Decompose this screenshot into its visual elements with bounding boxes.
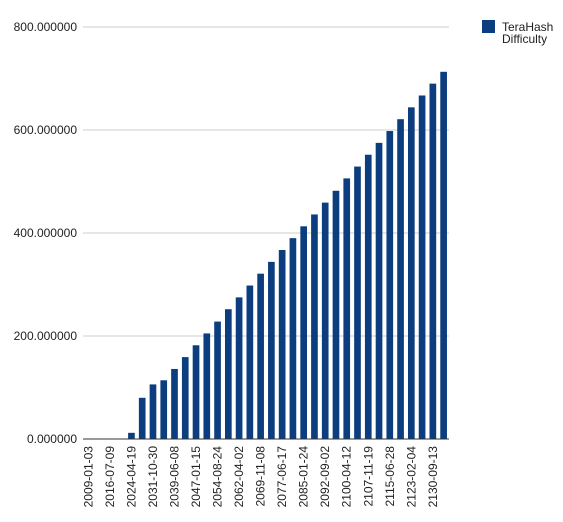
bar — [214, 321, 221, 439]
bar — [440, 71, 447, 440]
x-tick-label: 2054-08-24 — [211, 446, 225, 508]
bar — [192, 345, 200, 439]
bar — [364, 154, 372, 439]
y-tick-label: 800.000000 — [14, 20, 78, 34]
bar — [386, 131, 394, 439]
x-tick-label: 2077-06-17 — [275, 446, 289, 508]
legend-label-line-2: Difficulty — [502, 32, 547, 46]
x-tick-label: 2115-06-28 — [383, 446, 397, 507]
y-tick-label: 400.000000 — [14, 226, 78, 240]
x-tick-label: 2069-11-08 — [254, 446, 268, 507]
bar — [278, 249, 286, 439]
x-tick-label: 2024-04-19 — [124, 446, 138, 508]
bar — [343, 178, 351, 439]
x-tick-label: 2123-02-04 — [404, 446, 418, 508]
x-tick-labels: 2009-01-03 2016-07-09 2024-04-19 2031-10-30… — [81, 446, 439, 508]
x-tick-label: 2130-09-13 — [426, 446, 440, 508]
bar — [375, 142, 383, 439]
bar — [300, 226, 308, 439]
bar — [160, 380, 168, 439]
bar — [128, 432, 135, 439]
gridlines — [83, 26, 449, 337]
x-tick-label: 2085-01-24 — [297, 446, 311, 508]
x-tick-label: 2107-11-19 — [361, 446, 375, 507]
y-tick-label: 600.000000 — [14, 123, 78, 137]
bar — [407, 107, 415, 439]
bar — [268, 261, 275, 439]
x-tick-label: 2016-07-09 — [103, 446, 117, 508]
bar — [224, 309, 232, 439]
bar — [257, 273, 264, 439]
bar — [418, 95, 426, 440]
legend-label-line-1: TeraHash — [502, 20, 553, 34]
legend-label: TeraHash Difficulty — [502, 20, 557, 46]
bar — [235, 297, 243, 439]
x-tick-label: 2092-09-02 — [318, 446, 332, 508]
bar — [311, 214, 318, 439]
x-tick-label: 2100-04-12 — [340, 446, 354, 508]
y-tick-labels: 0.000000 200.000000 400.000000 600.000000 80… — [14, 20, 78, 446]
bar — [321, 202, 329, 439]
x-tick-label: 2047-01-15 — [189, 446, 203, 508]
bar — [246, 285, 254, 439]
bar — [138, 397, 146, 439]
x-tick-label: 2062-04-02 — [232, 446, 246, 508]
bars — [128, 71, 447, 440]
y-tick-label: 200.000000 — [14, 329, 78, 343]
bar — [171, 368, 178, 439]
bar — [181, 357, 189, 439]
y-tick-label: 0.000000 — [27, 432, 77, 446]
bar — [149, 384, 157, 439]
bar — [397, 119, 404, 439]
bar — [203, 333, 211, 439]
bar — [354, 166, 361, 439]
bar — [289, 238, 297, 439]
x-tick-label: 2039-06-08 — [168, 446, 182, 508]
bar — [429, 83, 437, 440]
legend: TeraHash Difficulty — [482, 20, 557, 46]
bar — [332, 190, 340, 439]
x-tick-label: 2031-10-30 — [146, 446, 160, 508]
legend-swatch — [482, 20, 495, 33]
x-tick-label: 2009-01-03 — [81, 446, 95, 508]
